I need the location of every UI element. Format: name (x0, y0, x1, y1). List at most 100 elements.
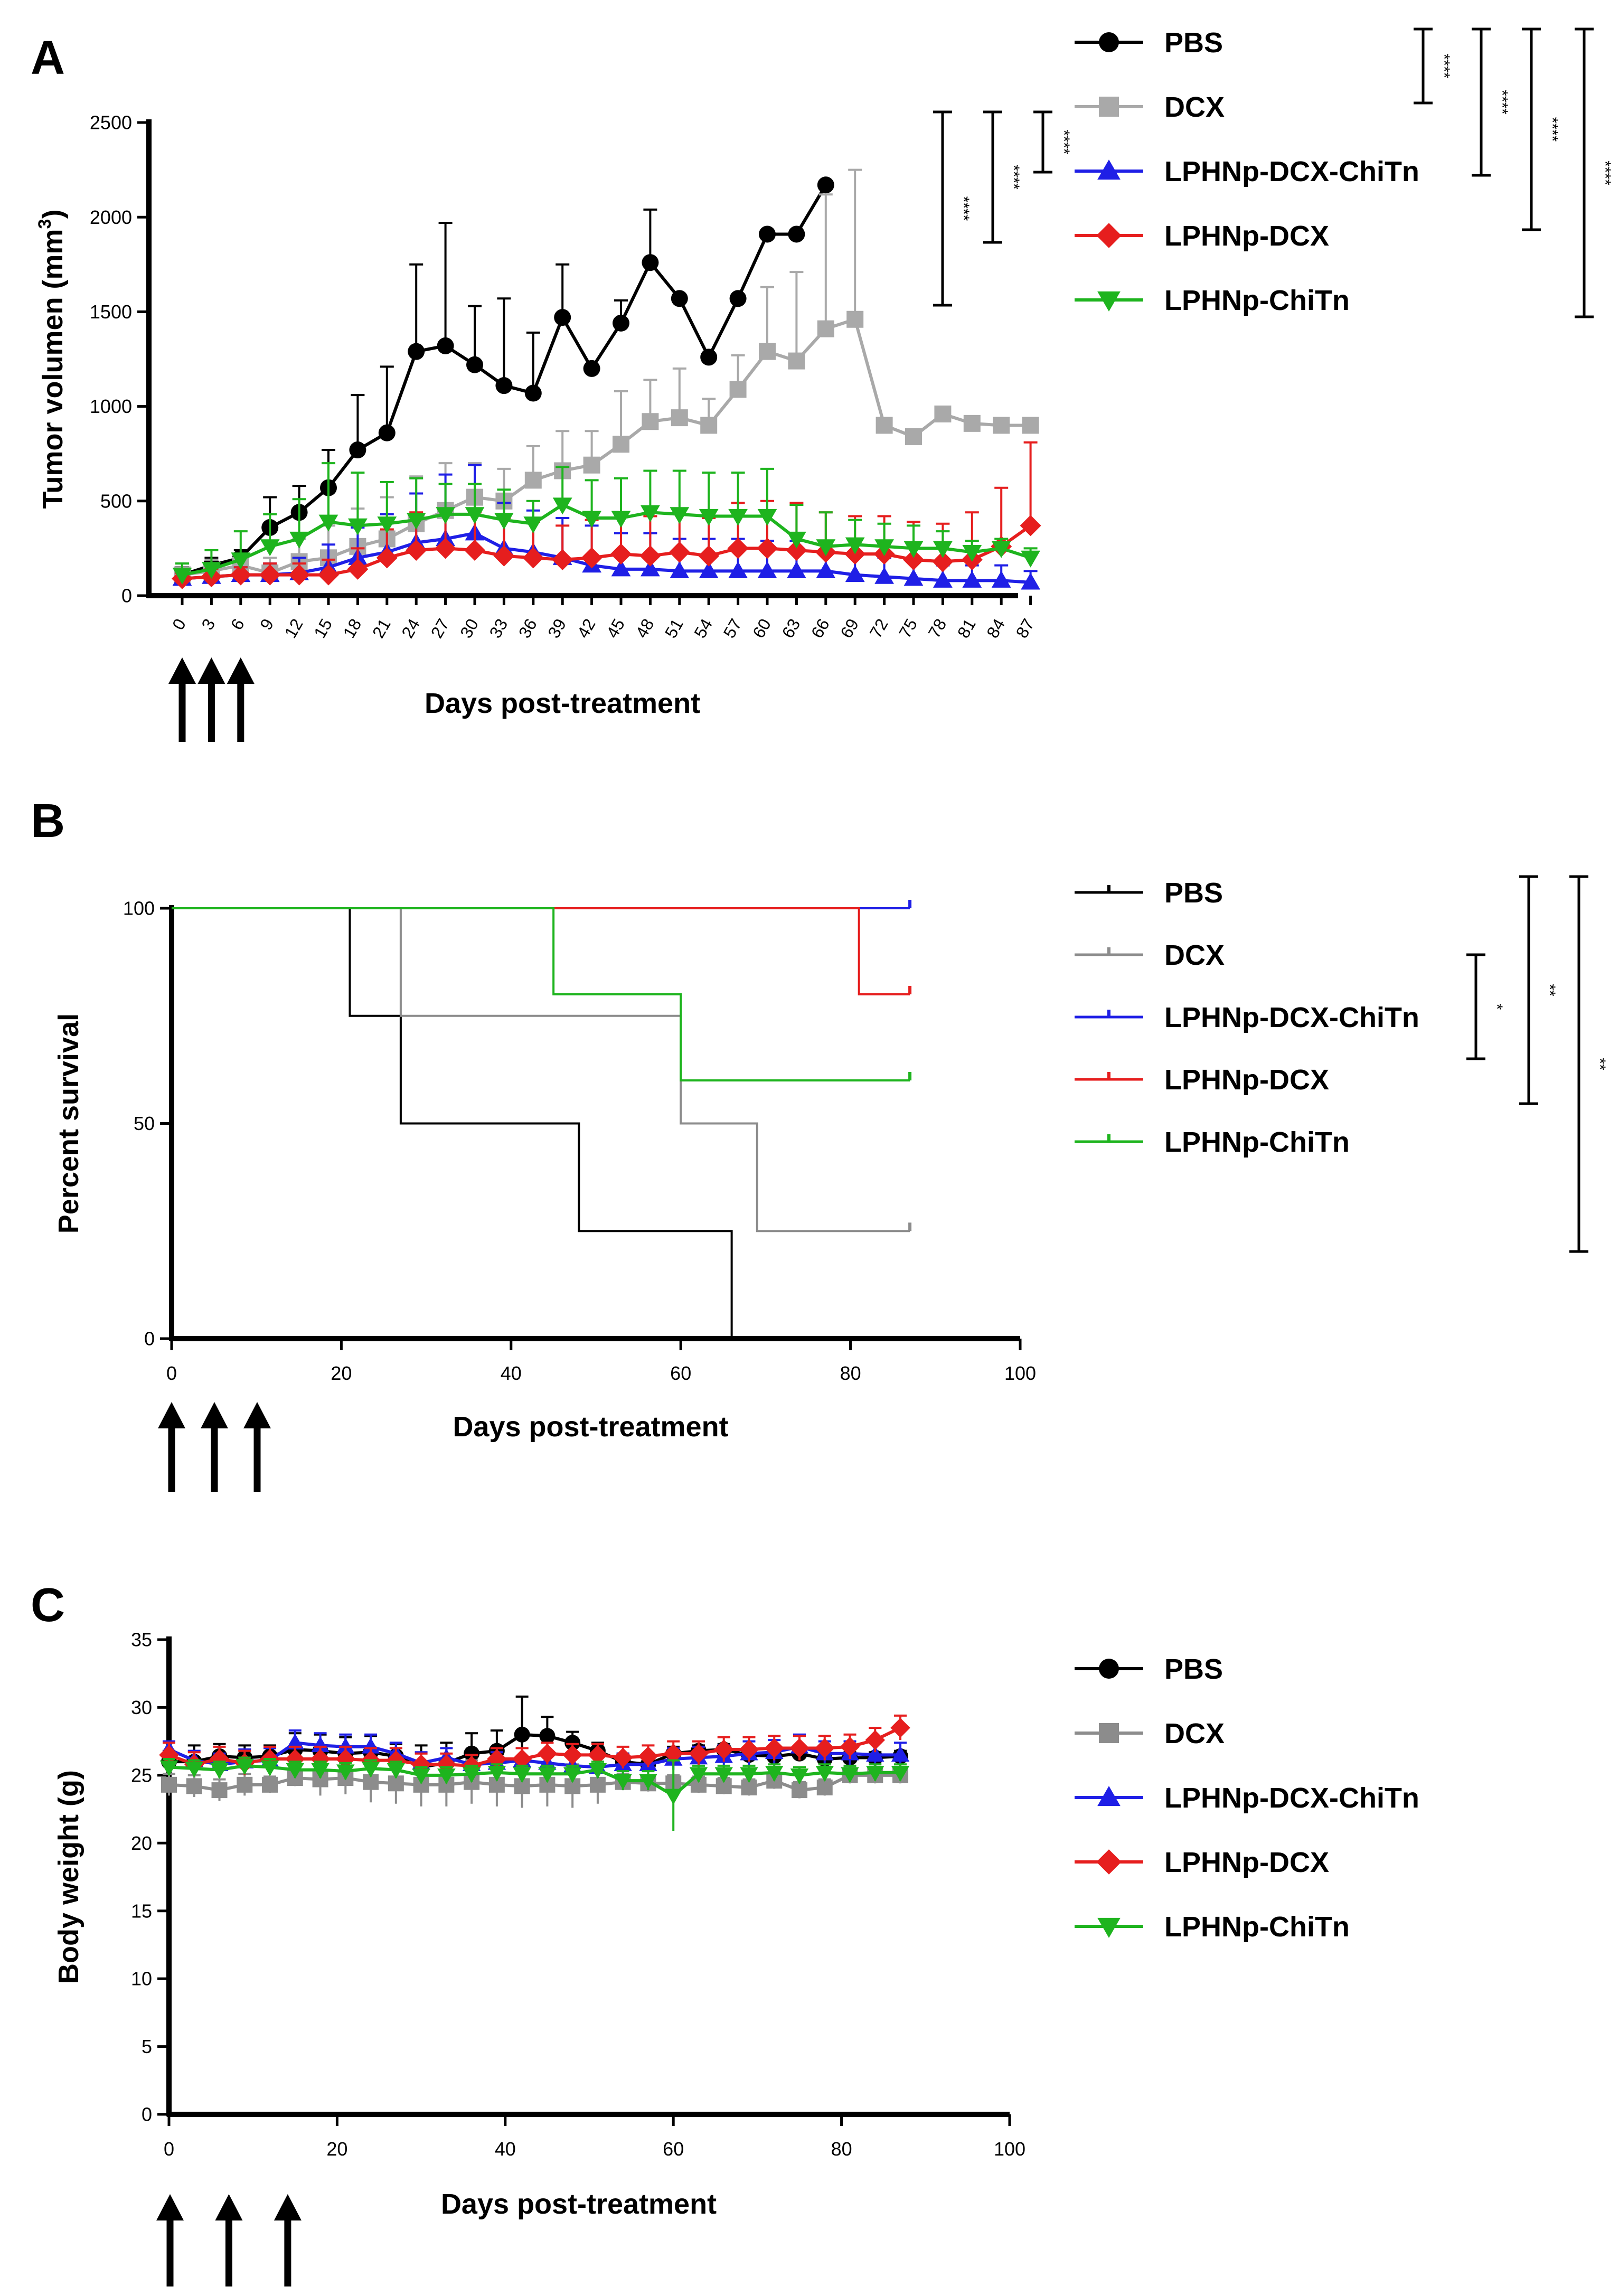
data-point (523, 516, 543, 534)
significance-label: **** (1435, 54, 1453, 79)
data-point (788, 225, 805, 243)
y-tick-label: 25 (131, 1764, 152, 1786)
data-point (845, 565, 865, 582)
legend-item-lphnp-dcx: LPHNp-DCX (1075, 1064, 1329, 1096)
data-point (262, 1776, 278, 1793)
data-point (387, 1763, 406, 1779)
data-point (289, 531, 309, 549)
legend-item-pbs: PBS (1075, 1653, 1223, 1685)
data-point (377, 516, 397, 534)
data-point (493, 545, 515, 567)
data-point (539, 1728, 556, 1744)
data-point (185, 1762, 204, 1778)
data-point (348, 518, 368, 535)
significance-label: ** (1591, 1058, 1608, 1070)
legend-item-lphnp-dcx: LPHNp-DCX (1075, 1847, 1329, 1878)
data-point (286, 1733, 305, 1749)
data-point (376, 547, 398, 569)
data-point (464, 539, 485, 561)
legend-label: DCX (1164, 939, 1225, 971)
panel-label-b: B (31, 795, 65, 848)
data-point (876, 417, 893, 434)
series-lphnp-chitn (172, 462, 1040, 585)
legend-item-lphnp-chitn: LPHNp-ChiTn (1075, 285, 1350, 316)
x-tick-label: 60 (670, 1362, 691, 1384)
legend-label: PBS (1164, 27, 1223, 59)
significance-label: * (1488, 1004, 1505, 1010)
data-point (462, 1767, 481, 1783)
x-tick-label: 80 (831, 2138, 852, 2160)
data-point (841, 1767, 859, 1783)
data-point (757, 538, 778, 559)
x-axis-title: Days post-treatment (453, 1411, 728, 1443)
x-tick-label: 0 (166, 1362, 177, 1384)
data-point (671, 290, 688, 307)
data-point (318, 514, 338, 532)
legend-label: LPHNp-DCX-ChiTn (1164, 156, 1419, 187)
data-point (816, 1779, 833, 1795)
legend-item-pbs: PBS (1075, 27, 1223, 59)
data-point (639, 1774, 657, 1790)
data-point (210, 1763, 229, 1779)
data-point (787, 561, 806, 579)
data-point (524, 384, 542, 402)
data-point (815, 1765, 834, 1782)
data-point (903, 569, 924, 586)
data-point (260, 1760, 279, 1776)
significance-bracket-2: ** (1519, 875, 1558, 1105)
data-point (611, 511, 631, 528)
data-point (699, 561, 719, 579)
legend-label: LPHNp-DCX (1164, 220, 1329, 252)
data-point (581, 547, 603, 569)
legend-label: LPHNp-ChiTn (1164, 1126, 1350, 1158)
data-point (962, 544, 982, 562)
legend-marker (1096, 1849, 1122, 1875)
legend-marker (1097, 159, 1121, 180)
data-point (933, 570, 953, 588)
survival-step-line (172, 907, 733, 1339)
data-point (211, 1782, 228, 1799)
data-point (437, 1768, 456, 1785)
data-point (611, 559, 631, 577)
data-point (663, 1744, 683, 1764)
legend-label: LPHNp-DCX-ChiTn (1164, 1002, 1419, 1033)
significance-bracket-3: **** (1033, 110, 1072, 174)
legend-marker (1099, 32, 1119, 52)
data-point (1021, 550, 1040, 568)
y-axis-title-end: ) (37, 210, 69, 219)
y-tick-label: 20 (131, 1832, 152, 1854)
significance-bracket-6: **** (1522, 27, 1561, 231)
legend-label: LPHNp-DCX (1164, 1847, 1329, 1878)
data-point (642, 413, 659, 430)
data-point (933, 541, 953, 558)
y-tick-label: 500 (100, 490, 132, 512)
data-point (786, 539, 807, 561)
data-point (815, 1738, 835, 1758)
panel-label-c: C (31, 1579, 65, 1632)
data-point (669, 541, 690, 563)
data-point (698, 545, 720, 567)
treatment-arrow-head-3 (227, 657, 255, 684)
series-lphnp-chitn (172, 907, 912, 1081)
y-tick-label: 1500 (90, 301, 132, 323)
data-point (259, 564, 281, 586)
data-point (699, 509, 719, 526)
legend-item-dcx: DCX (1075, 1718, 1225, 1749)
data-point (903, 549, 924, 570)
x-tick-label: 40 (501, 1362, 522, 1384)
legend-item-pbs: PBS (1075, 877, 1223, 909)
data-point (729, 381, 747, 398)
data-point (406, 513, 426, 530)
treatment-arrow-head-2 (215, 2194, 243, 2220)
data-point (759, 225, 776, 243)
legend-item-dcx: DCX (1075, 939, 1225, 971)
panel-label-a: A (31, 32, 65, 84)
data-point (613, 1747, 633, 1768)
treatment-arrow-head-1 (168, 657, 196, 684)
data-point (260, 539, 280, 557)
data-point (231, 552, 251, 570)
data-point (816, 561, 836, 579)
legend-label: LPHNp-ChiTn (1164, 1911, 1350, 1943)
